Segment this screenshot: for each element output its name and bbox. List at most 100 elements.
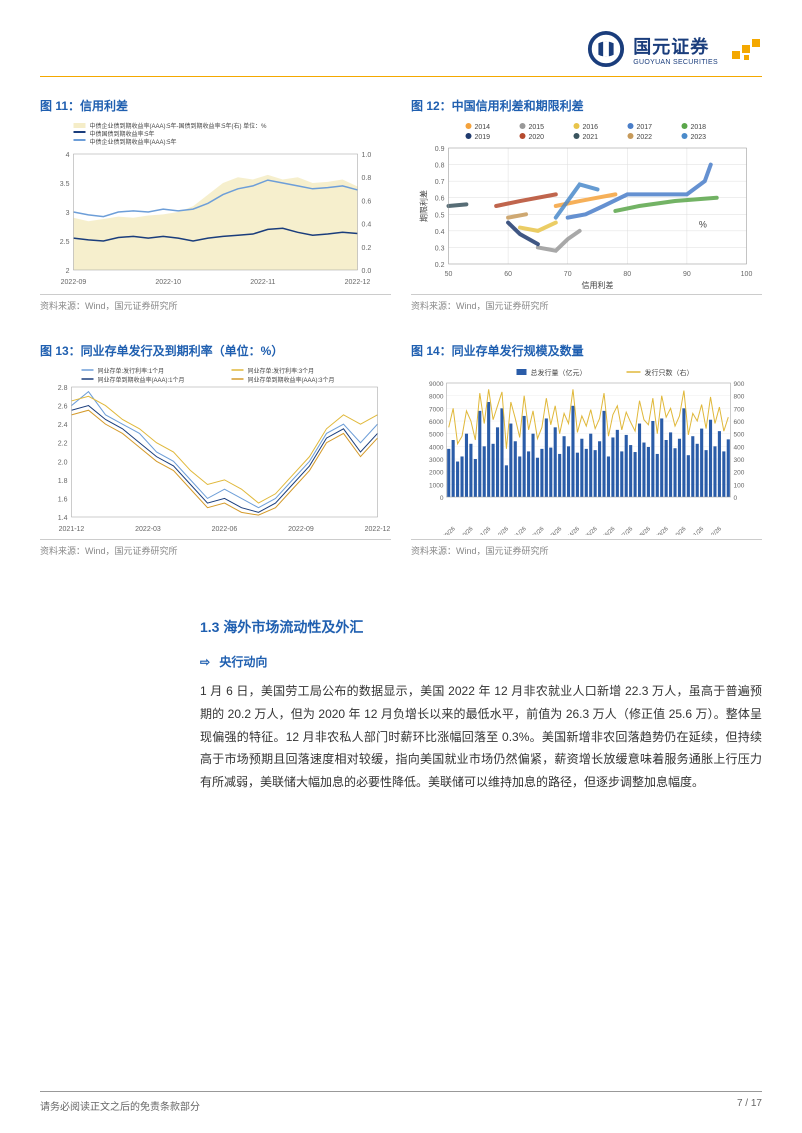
svg-text:3.5: 3.5 bbox=[60, 181, 70, 188]
svg-text:0.5: 0.5 bbox=[435, 212, 445, 219]
svg-text:1.8: 1.8 bbox=[58, 478, 68, 485]
chart-14-title: 图 14：同业存单发行规模及数量 bbox=[411, 342, 762, 359]
svg-text:3: 3 bbox=[66, 210, 70, 217]
header-rule bbox=[40, 76, 762, 77]
svg-text:0: 0 bbox=[440, 495, 444, 502]
svg-text:2015: 2015 bbox=[529, 124, 545, 131]
svg-text:2018: 2018 bbox=[691, 124, 707, 131]
svg-text:0.6: 0.6 bbox=[362, 198, 372, 205]
svg-text:3000: 3000 bbox=[429, 457, 444, 464]
svg-text:2.4: 2.4 bbox=[58, 422, 68, 429]
svg-text:0.4: 0.4 bbox=[435, 229, 445, 236]
svg-text:800: 800 bbox=[734, 394, 745, 401]
page-header: 国元证券 GUOYUAN SECURITIES bbox=[40, 30, 762, 68]
section-heading: 1.3 海外市场流动性及外汇 bbox=[200, 617, 762, 637]
svg-text:1.6: 1.6 bbox=[58, 496, 68, 503]
svg-text:发行只数（右）: 发行只数（右） bbox=[645, 368, 694, 377]
chart-14: 图 14：同业存单发行规模及数量 总发行量（亿元）发行只数（右）01000200… bbox=[411, 342, 762, 557]
svg-text:500: 500 bbox=[734, 432, 745, 439]
chart-12-title: 图 12：中国信用利差和期限利差 bbox=[411, 97, 762, 114]
chart-11: 图 11：信用利差 中债企业债到期收益率(AAA):5年-国债到期收益率:5年(… bbox=[40, 97, 391, 312]
svg-text:中债企业债到期收益率(AAA):5年-国债到期收益率:5年(: 中债企业债到期收益率(AAA):5年-国债到期收益率:5年(右) 单位：% bbox=[90, 122, 268, 130]
svg-text:400: 400 bbox=[734, 444, 745, 451]
svg-text:0.2: 0.2 bbox=[362, 245, 372, 252]
svg-text:6000: 6000 bbox=[429, 419, 444, 426]
page-footer: 请务必阅读正文之后的免责条款部分 7 / 17 bbox=[40, 1091, 762, 1113]
svg-text:中债国债到期收益率:5年: 中债国债到期收益率:5年 bbox=[90, 130, 155, 138]
svg-text:期限利差: 期限利差 bbox=[419, 190, 429, 222]
svg-text:2014: 2014 bbox=[475, 124, 491, 131]
svg-text:2022: 2022 bbox=[637, 134, 653, 141]
svg-text:2022-09: 2022-09 bbox=[288, 526, 314, 533]
section-body: 1 月 6 日，美国劳工局公布的数据显示，美国 2022 年 12 月非农就业人… bbox=[200, 680, 762, 794]
svg-text:700: 700 bbox=[734, 406, 745, 413]
svg-text:同业存单:发行利率:1个月: 同业存单:发行利率:1个月 bbox=[98, 367, 165, 375]
svg-text:%: % bbox=[699, 220, 707, 230]
svg-text:0.9: 0.9 bbox=[435, 146, 445, 153]
svg-text:2021-12: 2021-12 bbox=[59, 526, 85, 533]
brand-squares-icon bbox=[730, 33, 762, 65]
svg-text:1000: 1000 bbox=[429, 482, 444, 489]
svg-text:2: 2 bbox=[66, 268, 70, 275]
chart-13-source: 资料来源：Wind，国元证券研究所 bbox=[40, 539, 391, 557]
svg-text:1.0: 1.0 bbox=[362, 152, 372, 159]
svg-text:0.4: 0.4 bbox=[362, 222, 372, 229]
svg-text:80: 80 bbox=[623, 271, 631, 278]
svg-text:2020: 2020 bbox=[529, 134, 545, 141]
svg-text:600: 600 bbox=[734, 419, 745, 426]
logo-icon bbox=[587, 30, 625, 68]
svg-text:2016: 2016 bbox=[583, 124, 599, 131]
svg-text:5000: 5000 bbox=[429, 432, 444, 439]
svg-text:0.3: 0.3 bbox=[435, 245, 445, 252]
chart-12-source: 资料来源：Wind，国元证券研究所 bbox=[411, 294, 762, 312]
svg-text:同业存单:发行利率:3个月: 同业存单:发行利率:3个月 bbox=[248, 367, 315, 375]
svg-text:2022-09: 2022-09 bbox=[61, 279, 87, 286]
svg-text:2.5: 2.5 bbox=[60, 239, 70, 246]
brand-name-en: GUOYUAN SECURITIES bbox=[633, 59, 718, 66]
svg-text:8000: 8000 bbox=[429, 394, 444, 401]
svg-text:2.8: 2.8 bbox=[58, 385, 68, 392]
svg-text:中债企业债到期收益率(AAA):5年: 中债企业债到期收益率(AAA):5年 bbox=[90, 138, 177, 146]
chart-11-source: 资料来源：Wind，国元证券研究所 bbox=[40, 294, 391, 312]
svg-text:0.8: 0.8 bbox=[362, 175, 372, 182]
svg-text:同业存单到期收益率(AAA):1个月: 同业存单到期收益率(AAA):1个月 bbox=[98, 376, 185, 384]
svg-text:2022-06: 2022-06 bbox=[212, 526, 238, 533]
svg-text:0.2: 0.2 bbox=[435, 262, 445, 269]
chart-13-title: 图 13：同业存单发行及到期利率（单位：%） bbox=[40, 342, 391, 359]
footer-disclaimer: 请务必阅读正文之后的免责条款部分 bbox=[40, 1098, 200, 1113]
svg-text:2000: 2000 bbox=[429, 470, 444, 477]
svg-text:2021/9/26: 2021/9/26 bbox=[434, 526, 458, 535]
section-subheading: ⇨ 央行动向 bbox=[200, 653, 762, 670]
chart-14-source: 资料来源：Wind，国元证券研究所 bbox=[411, 539, 762, 557]
svg-text:100: 100 bbox=[741, 271, 753, 278]
arrow-icon: ⇨ bbox=[200, 655, 210, 669]
chart-13: 图 13：同业存单发行及到期利率（单位：%） 同业存单:发行利率:1个月同业存单… bbox=[40, 342, 391, 557]
svg-text:7000: 7000 bbox=[429, 406, 444, 413]
svg-text:50: 50 bbox=[445, 271, 453, 278]
svg-text:4: 4 bbox=[66, 152, 70, 159]
svg-text:0.6: 0.6 bbox=[435, 196, 445, 203]
svg-text:总发行量（亿元）: 总发行量（亿元） bbox=[531, 368, 587, 377]
svg-text:2022-03: 2022-03 bbox=[135, 526, 161, 533]
svg-text:2.6: 2.6 bbox=[58, 404, 68, 411]
svg-text:2021: 2021 bbox=[583, 134, 599, 141]
svg-text:70: 70 bbox=[564, 271, 572, 278]
svg-text:2022-12: 2022-12 bbox=[365, 526, 391, 533]
svg-text:200: 200 bbox=[734, 470, 745, 477]
svg-text:0: 0 bbox=[734, 495, 738, 502]
svg-text:4000: 4000 bbox=[429, 444, 444, 451]
svg-text:2.0: 2.0 bbox=[58, 459, 68, 466]
section-1-3: 1.3 海外市场流动性及外汇 ⇨ 央行动向 1 月 6 日，美国劳工局公布的数据… bbox=[40, 617, 762, 794]
svg-text:2022-11: 2022-11 bbox=[250, 279, 275, 286]
brand-logo: 国元证券 GUOYUAN SECURITIES bbox=[587, 30, 762, 68]
svg-text:2022-10: 2022-10 bbox=[155, 279, 181, 286]
svg-text:0.8: 0.8 bbox=[435, 163, 445, 170]
svg-text:900: 900 bbox=[734, 381, 745, 388]
svg-text:60: 60 bbox=[504, 271, 512, 278]
svg-text:9000: 9000 bbox=[429, 381, 444, 388]
svg-text:信用利差: 信用利差 bbox=[582, 280, 614, 290]
chart-11-title: 图 11：信用利差 bbox=[40, 97, 391, 114]
svg-text:2022-12: 2022-12 bbox=[345, 279, 371, 286]
svg-text:100: 100 bbox=[734, 482, 745, 489]
svg-text:0.7: 0.7 bbox=[435, 179, 445, 186]
